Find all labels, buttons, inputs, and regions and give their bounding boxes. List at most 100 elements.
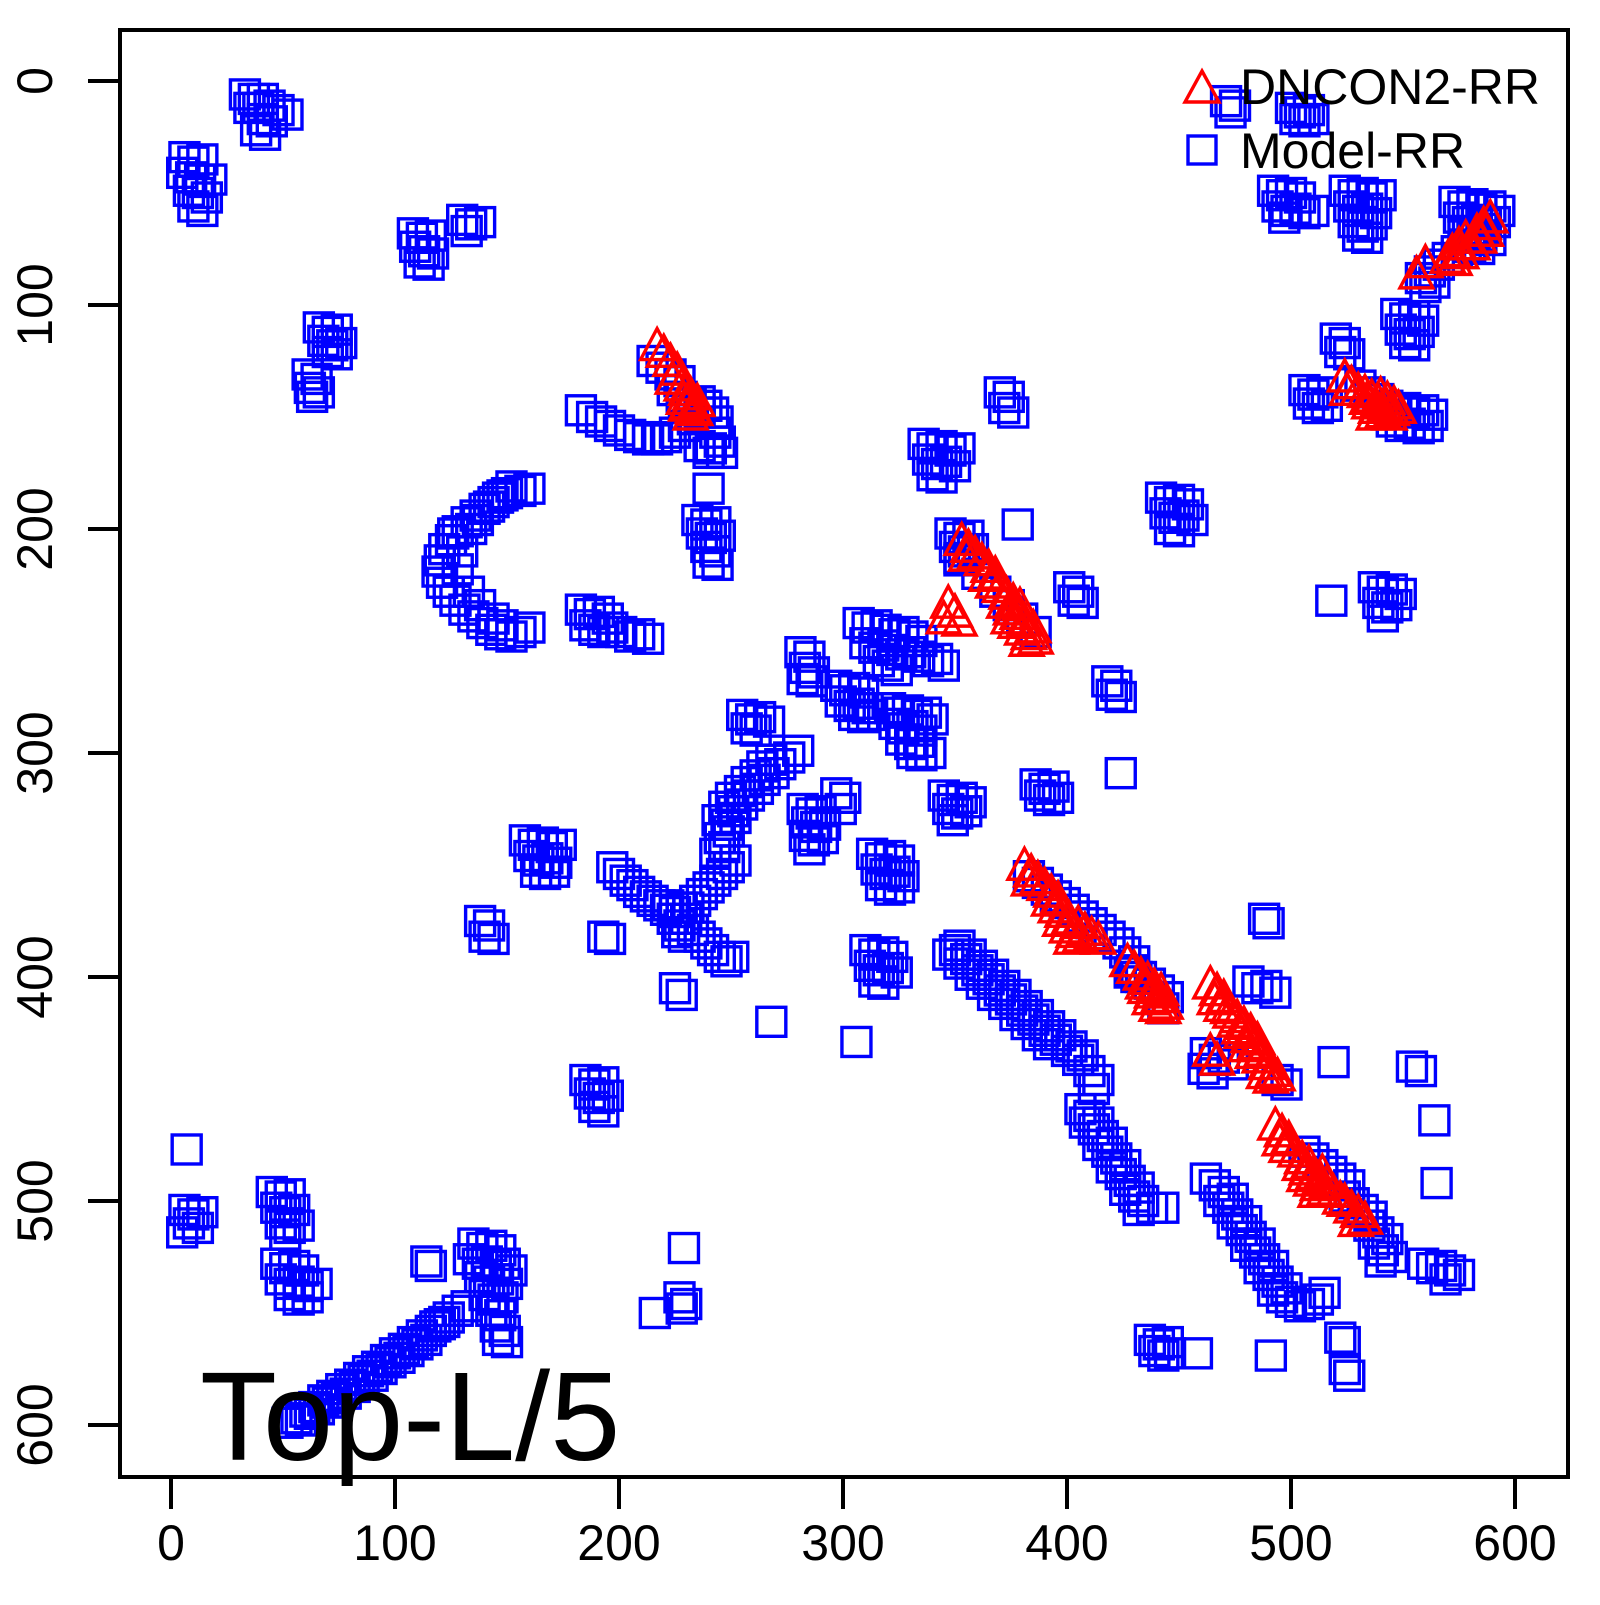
model-rr-point [734,703,768,736]
model-rr-point [564,394,598,427]
dncon2-rr-point [1379,387,1418,424]
model-rr-point [631,622,665,655]
dncon2-rr-point [666,385,706,422]
model-rr-point [1095,678,1129,711]
model-rr-point [1371,591,1404,624]
model-rr-point [1395,1050,1429,1083]
dncon2-rr-point [1276,1131,1315,1168]
model-rr-point [495,620,528,653]
legend-square-icon [1186,134,1218,166]
legend-label-model: Model-RR [1240,123,1465,179]
model-rr-point [846,700,880,734]
dncon2-rr-point [989,598,1029,635]
model-rr-point [840,1025,873,1059]
dncon2-rr-point [1466,210,1506,248]
model-rr-point [454,208,488,241]
dncon2-rr-point [1018,858,1058,895]
model-rr-point [1232,965,1265,998]
model-rr-point [1411,409,1444,443]
dncon2-rr-point [1072,914,1111,951]
dncon2-rr-point [962,539,1002,577]
model-rr-point [414,1249,448,1283]
model-rr-point [1317,1045,1350,1079]
model-rr-point [1308,1276,1341,1310]
model-rr-point [578,1090,611,1124]
model-rr-point [605,615,638,649]
model-rr-point [1162,515,1196,548]
model-rr-point [329,1377,362,1410]
dncon2-rr-point [1197,1039,1237,1076]
dncon2-rr-point [1338,1191,1378,1229]
model-rr-point [663,1281,696,1314]
legend-label-dncon2: DNCON2-RR [1240,59,1540,115]
x-tick-label: 300 [801,1515,884,1571]
model-rr-point [1252,907,1285,940]
y-axis: 0 100 200 300 400 500 600 [7,67,120,1467]
model-rr-point [596,611,629,644]
model-rr-point [1032,1027,1066,1061]
model-rr-point [1429,1263,1462,1296]
model-rr-point [965,967,999,1000]
model-rr-point [356,1359,389,1392]
dncon2-rr-point [969,546,1008,584]
dncon2-rr-point [1197,970,1237,1007]
dncon2-rr-point [1141,970,1181,1007]
model-rr-point [1279,102,1312,136]
model-rr-point [412,248,445,281]
model-rr-point [622,420,656,454]
model-rr-point [1324,1321,1357,1354]
model-rr-point [490,476,524,510]
model-rr-point [997,396,1030,429]
model-rr-point [365,1352,398,1386]
dncon2-rr-point [1108,940,1147,978]
model-rr-point [165,1216,199,1249]
model-rr-point [295,380,329,414]
model-rr-point [1126,1184,1160,1218]
model-rr-point [587,615,620,649]
y-tick-label: 300 [7,711,63,794]
model-rr-point [914,736,947,770]
model-rr-point [871,649,904,682]
model-rr-point [1153,1337,1187,1370]
model-rr-point [864,868,898,902]
model-rr-point [1279,192,1312,225]
model-rr-point [1218,89,1252,122]
model-rr-point [403,246,436,279]
dncon2-rr-point [1471,197,1510,234]
model-rr-point [468,920,501,953]
model-rr-point [410,1245,443,1278]
model-rr-point [1393,317,1426,351]
dncon2-rr-point [1208,987,1248,1025]
model-rr-point [858,965,891,998]
dncon2-rr-point [1336,1200,1376,1238]
model-rr-point [1104,680,1137,714]
model-rr-point [882,871,916,904]
model-rr-point [454,512,488,546]
dncon2-rr-point [980,566,1020,604]
dncon2-rr-point [1029,880,1069,917]
x-tick-label: 0 [157,1515,185,1571]
model-rr-point [1270,194,1303,228]
model-rr-point [1241,972,1274,1005]
model-rr-point [692,436,725,470]
model-rr-point [730,712,763,745]
model-rr-point [1142,1328,1176,1361]
model-rr-point [302,376,336,409]
model-rr-point [481,1323,515,1357]
model-rr-point [701,548,734,582]
model-rr-point [392,1334,425,1368]
dncon2-rr-point [1036,887,1076,924]
model-rr-point [701,804,734,837]
model-rr-point [862,644,896,678]
dncon2-rr-point [651,340,690,377]
x-tick-label: 100 [353,1515,436,1571]
model-rr-point [1055,1030,1088,1063]
model-rr-point [1021,1019,1055,1052]
model-rr-point [513,611,546,644]
model-rr-point [1147,1191,1180,1224]
model-rr-point [463,588,497,622]
legend-triangle-icon [1182,67,1222,104]
dncon2-rr-point [1025,864,1064,902]
dncon2-rr-point [1240,1037,1279,1074]
model-rr-point [703,425,736,458]
